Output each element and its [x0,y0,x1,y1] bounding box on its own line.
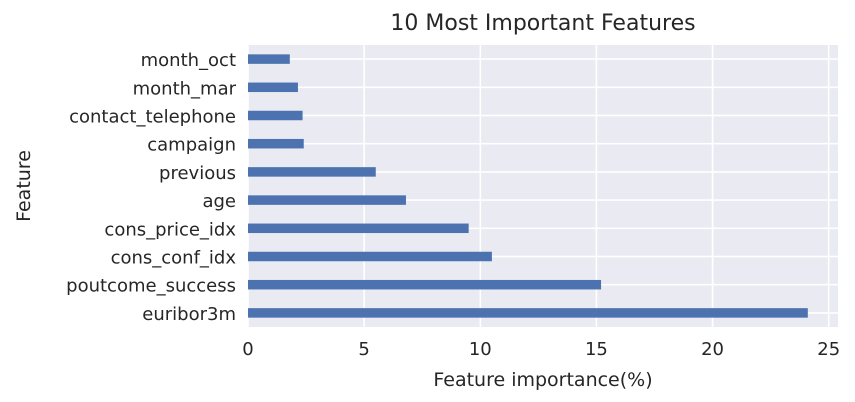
x-tick-label: 10 [469,339,492,360]
bar-campaign [248,138,304,149]
y-tick-label: cons_conf_idx [111,248,237,269]
y-tick-label: cons_price_idx [104,219,236,240]
bar-contact_telephone [248,110,303,121]
x-tick-labels: 0 5 10 15 20 25 [242,339,840,360]
bar-age [248,195,406,205]
x-axis-label: Feature importance(%) [433,369,652,391]
y-axis-label: Feature [13,150,35,222]
y-tick-label: month_mar [133,78,237,99]
bar-previous [248,167,376,177]
x-tick-label: 25 [817,339,840,360]
x-tick-label: 15 [585,339,608,360]
bar-euribor3m [248,308,808,318]
y-tick-label: month_oct [141,50,236,71]
chart-title: 10 Most Important Features [390,11,695,36]
y-tick-label: previous [159,163,236,184]
bars [248,54,808,318]
x-tick-label: 5 [358,339,369,360]
y-tick-labels: euribor3m poutcome_success cons_conf_idx co… [66,50,236,325]
bar-poutcome_success [248,279,602,290]
bar-cons_price_idx [248,223,469,234]
x-tick-label: 0 [242,339,253,360]
y-tick-label: age [202,191,236,212]
bar-cons_conf_idx [248,251,492,262]
x-tick-label: 20 [701,339,724,360]
bar-month_oct [248,54,290,64]
y-tick-label: euribor3m [142,304,236,325]
y-tick-label: campaign [147,135,236,156]
bar-month_mar [248,82,298,93]
y-tick-label: poutcome_success [66,276,236,297]
y-tick-label: contact_telephone [69,107,236,128]
